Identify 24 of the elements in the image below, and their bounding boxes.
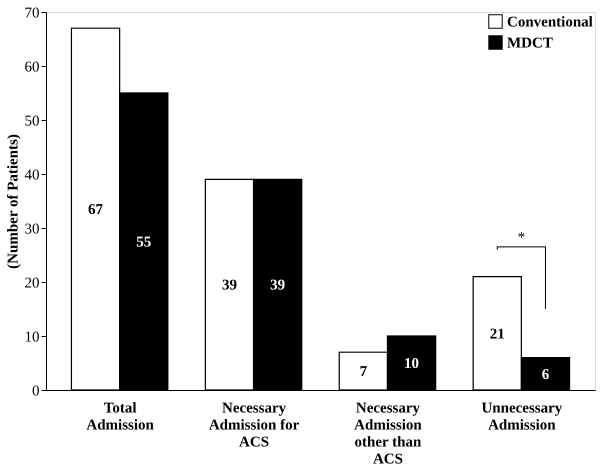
y-tick-label: 30 (24, 222, 40, 238)
y-tick-label: 0 (32, 384, 40, 400)
y-tick-label: 50 (24, 114, 40, 130)
legend-label: MDCT (507, 36, 553, 52)
data-label: 39 (222, 278, 237, 294)
data-label: 55 (136, 234, 152, 250)
x-tick-label: Necessary Admission for ACS (208, 400, 300, 450)
x-tick-label: Total Admission (86, 400, 155, 434)
y-axis-title: (Number of Patients) (6, 134, 22, 269)
y-tick-label: 10 (24, 330, 40, 346)
annotation: * (518, 230, 526, 246)
y-tick-label: 60 (24, 60, 40, 76)
data-label: 10 (404, 356, 420, 372)
data-label: 21 (490, 326, 505, 342)
data-label: 6 (542, 366, 550, 383)
y-tick-label: 70 (24, 6, 40, 22)
data-label: 39 (270, 278, 286, 294)
data-label: 7 (360, 364, 368, 380)
y-tick-label: 20 (24, 276, 40, 292)
data-label: 67 (88, 202, 104, 218)
legend-label: Conventional (507, 14, 593, 30)
x-tick-label: Necessary Admission other than ACS (354, 400, 422, 468)
y-tick-label: 40 (24, 168, 40, 184)
x-tick-label: Unnecessary Admission (481, 400, 563, 434)
